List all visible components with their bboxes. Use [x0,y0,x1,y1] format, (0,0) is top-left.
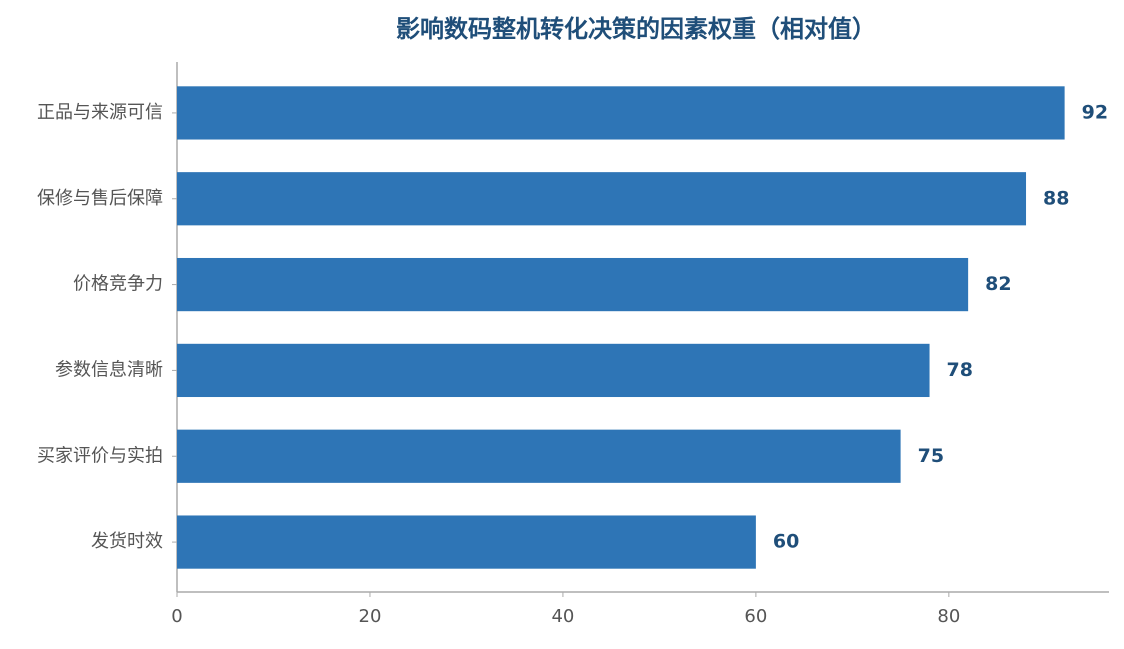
value-label: 75 [918,445,944,467]
x-tick-label: 20 [359,606,382,627]
y-tick-label: 价格竞争力 [73,274,163,295]
x-tick-label: 40 [551,606,574,627]
bar [177,515,756,569]
value-label: 88 [1043,187,1069,209]
bar [177,257,969,312]
y-tick-label: 参数信息清晰 [55,359,163,380]
x-tick-label: 0 [171,606,182,627]
value-label: 92 [1082,101,1108,123]
y-tick-label: 正品与来源可信 [37,102,163,123]
y-tick-label: 买家评价与实拍 [37,445,163,466]
bar [177,429,901,483]
chart-title: 影响数码整机转化决策的因素权重（相对值） [396,15,876,43]
bar [177,86,1065,140]
value-label: 78 [947,359,973,381]
x-tick-label: 60 [744,606,767,627]
value-label: 82 [985,273,1011,295]
value-label: 60 [773,531,799,553]
bar [177,172,1027,226]
y-tick-label: 发货时效 [91,531,163,552]
y-tick-label: 保修与售后保障 [37,188,163,209]
x-tick-label: 80 [937,606,960,627]
bar [177,343,930,398]
